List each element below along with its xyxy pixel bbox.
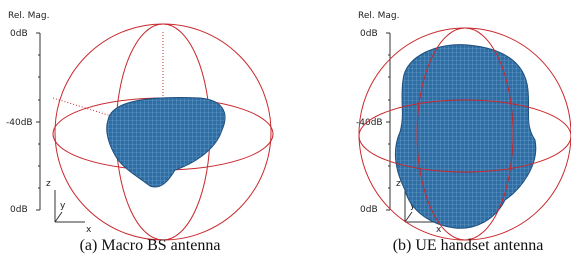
axis-label: x xyxy=(86,225,92,235)
scale-label: 0dB xyxy=(360,205,378,215)
figure: Rel. Mag. 0dB -40dB 0dB z y x Rel. Mag. … xyxy=(0,0,571,261)
scale-label: -40dB xyxy=(6,118,33,128)
pattern-surface xyxy=(107,98,225,188)
scale-label: 0dB xyxy=(10,29,28,39)
axis-label: z xyxy=(46,179,51,189)
caption: (b) UE handset antenna xyxy=(393,237,544,254)
panel-a: Rel. Mag. 0dB -40dB 0dB z y x xyxy=(6,11,273,240)
pattern-surface xyxy=(395,45,535,229)
axis-title: Rel. Mag. xyxy=(358,11,399,21)
axis-label: y xyxy=(60,201,66,211)
scale-label: 0dB xyxy=(360,29,378,39)
scale-axis xyxy=(36,33,40,210)
scale-label: 0dB xyxy=(10,205,28,215)
caption: (a) Macro BS antenna xyxy=(80,237,221,254)
axis-title: Rel. Mag. xyxy=(8,11,49,21)
panel-b: Rel. Mag. 0dB -40dB 0dB z y x xyxy=(356,11,571,240)
